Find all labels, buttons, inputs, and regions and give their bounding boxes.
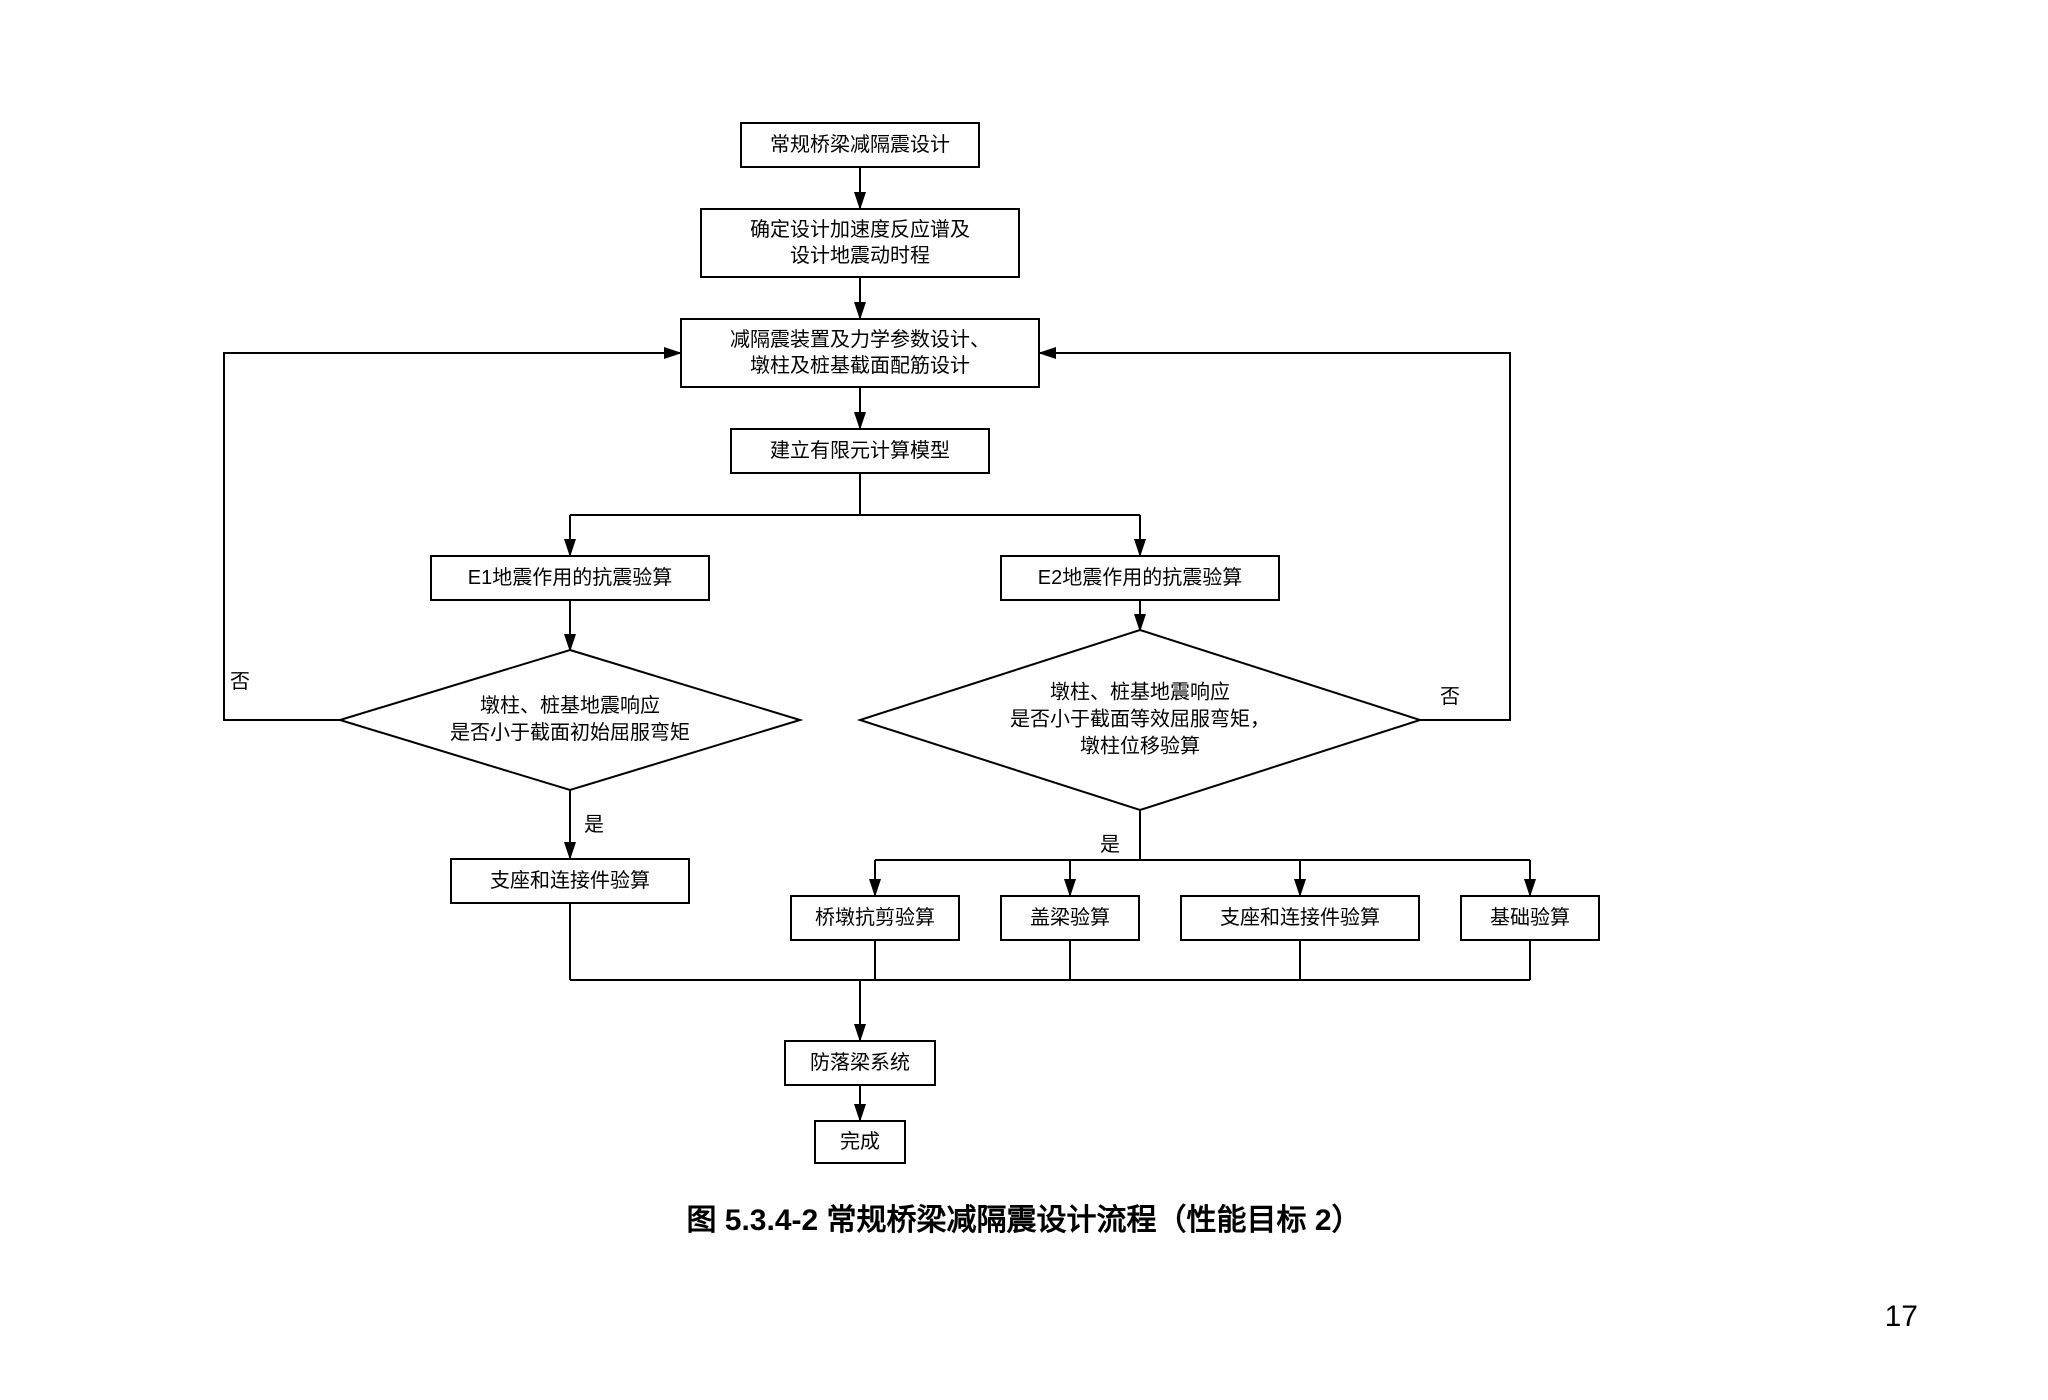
decision-d1: 墩柱、桩基地震响应是否小于截面初始屈服弯矩	[340, 650, 800, 790]
node-text: 基础验算	[1490, 905, 1570, 931]
decision-text: 墩柱、桩基地震响应是否小于截面初始屈服弯矩	[340, 693, 800, 747]
node-design-params: 减隔震装置及力学参数设计、墩柱及桩基截面配筋设计	[680, 318, 1040, 388]
node-text: E1地震作用的抗震验算	[468, 565, 672, 591]
node-text: 支座和连接件验算	[490, 868, 650, 894]
node-pier-shear: 桥墩抗剪验算	[790, 895, 960, 941]
label-no-right: 否	[1440, 680, 1460, 709]
page-number: 17	[1885, 1300, 1918, 1334]
figure-caption: 图 5.3.4-2 常规桥梁减隔震设计流程（性能目标 2）	[0, 1195, 2048, 1239]
node-anti-fall: 防落梁系统	[784, 1040, 936, 1086]
node-text: 常规桥梁减隔震设计	[770, 132, 950, 158]
node-text: 减隔震装置及力学参数设计、墩柱及桩基截面配筋设计	[730, 327, 990, 379]
node-text: E2地震作用的抗震验算	[1038, 565, 1242, 591]
node-text: 防落梁系统	[810, 1050, 910, 1076]
node-spectrum: 确定设计加速度反应谱及设计地震动时程	[700, 208, 1020, 278]
node-bearing-check-right: 支座和连接件验算	[1180, 895, 1420, 941]
node-e1-check: E1地震作用的抗震验算	[430, 555, 710, 601]
node-bearing-check-left: 支座和连接件验算	[450, 858, 690, 904]
label-no-left: 否	[230, 665, 250, 694]
node-text: 桥墩抗剪验算	[815, 905, 935, 931]
node-text: 确定设计加速度反应谱及设计地震动时程	[750, 217, 970, 269]
flowchart-canvas: 常规桥梁减隔震设计 确定设计加速度反应谱及设计地震动时程 减隔震装置及力学参数设…	[0, 0, 2048, 1400]
node-fem-model: 建立有限元计算模型	[730, 428, 990, 474]
node-e2-check: E2地震作用的抗震验算	[1000, 555, 1280, 601]
node-cap-beam: 盖梁验算	[1000, 895, 1140, 941]
node-done: 完成	[814, 1120, 906, 1164]
node-start: 常规桥梁减隔震设计	[740, 122, 980, 168]
label-yes-right: 是	[1100, 828, 1120, 857]
node-text: 支座和连接件验算	[1220, 905, 1380, 931]
decision-d2: 墩柱、桩基地震响应是否小于截面等效屈服弯矩，墩柱位移验算	[860, 630, 1420, 810]
decision-text: 墩柱、桩基地震响应是否小于截面等效屈服弯矩，墩柱位移验算	[860, 680, 1420, 761]
node-text: 完成	[840, 1129, 880, 1155]
node-foundation: 基础验算	[1460, 895, 1600, 941]
node-text: 盖梁验算	[1030, 905, 1110, 931]
node-text: 建立有限元计算模型	[770, 438, 950, 464]
label-yes-left: 是	[584, 808, 604, 837]
